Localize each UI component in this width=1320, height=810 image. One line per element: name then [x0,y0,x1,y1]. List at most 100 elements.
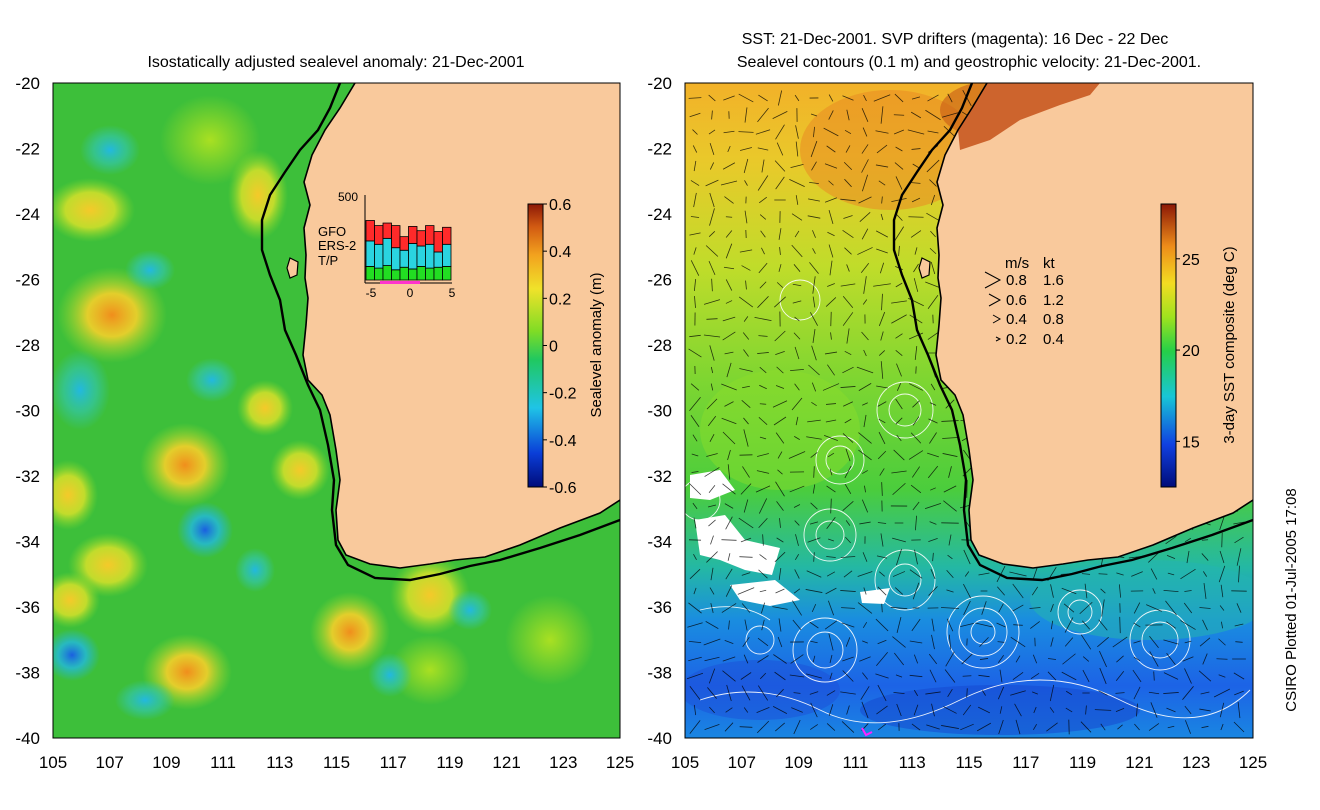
velocity-arrow [708,94,716,102]
velocity-arrow [880,533,884,547]
velocity-arrow [1033,723,1037,731]
velocity-arrow [1118,584,1122,598]
velocity-arrow [774,671,786,681]
velocity-arrow [727,464,731,480]
velocity-arrow [840,386,856,388]
velocity-arrow [880,361,884,379]
velocity-arrow [807,537,821,543]
velocity-arrow [858,449,872,461]
velocity-arrow [709,162,715,170]
inset-period-bar [380,281,420,284]
velocity-arrow [1237,701,1241,719]
velocity-arrow [914,549,918,565]
velocity-arrow [1116,572,1124,576]
inset-legend-ers2: ERS-2 [318,238,356,253]
velocity-arrow [828,244,834,258]
velocity-arrow [723,266,735,270]
velocity-arrow [862,672,868,680]
velocity-arrow [960,723,974,731]
velocity-arrow [724,401,734,407]
velocity-arrow [758,518,768,528]
lon-tick-label: 125 [606,753,634,772]
velocity-arrow [703,334,721,338]
velocity-arrow [1218,674,1226,678]
velocity-arrow [895,417,903,425]
lon-tick-label: 123 [1182,753,1210,772]
velocity-arrow [758,335,768,337]
velocity-arrow [793,692,801,694]
velocity-arrow [997,641,1005,643]
velocity-arrow [727,145,731,153]
velocity-arrow [1166,555,1176,559]
velocity-arrow [877,639,887,645]
inset-bar-ers [365,240,375,267]
velocity-arrow [928,418,938,424]
velocity-arrow [862,299,868,305]
velocity-arrow [792,283,802,287]
velocity-arrow [826,145,836,153]
velocity-arrow [828,94,834,102]
lat-tick-label: -30 [15,402,40,421]
velocity-arrow [862,640,868,644]
velocity-arrow [896,548,902,566]
velocity-arrow [739,556,753,558]
velocity-arrow [982,690,986,696]
velocity-arrow [758,569,768,579]
velocity-arrow [929,432,937,444]
velocity-arrow [846,109,850,121]
velocity-arrow [842,312,854,326]
velocity-arrow [826,571,836,577]
velocity-arrow [794,230,800,238]
velocity-arrow [892,571,906,577]
velocity-arrow [962,704,972,716]
inset-bar-gfo [408,226,418,244]
velocity-arrow [708,519,716,527]
velocity-arrow [706,398,718,410]
colorbar-tick-label: 0.6 [549,197,571,214]
velocity-arrow [794,383,800,391]
velocity-arrow [931,703,935,717]
velocity-arrow [742,466,750,478]
velocity-arrow [708,485,716,493]
velocity-arrow [1184,705,1192,715]
velocity-arrow [721,603,737,613]
lat-tick-label: -34 [15,533,40,552]
velocity-arrow [686,672,704,680]
velocity-arrow [1099,650,1107,668]
velocity-arrow [912,416,920,426]
velocity-arrow [794,553,800,561]
velocity-arrow [1098,619,1108,631]
velocity-arrow [846,705,850,715]
colorbar-tick-label: 25 [1182,252,1200,269]
velocity-arrow [739,249,753,253]
lat-tick-label: -20 [15,74,40,93]
left-panel-title: Isostatically adjusted sealevel anomaly:… [147,54,524,71]
velocity-arrow [757,107,769,123]
velocity-arrow [1166,621,1176,629]
velocity-arrow [754,316,772,322]
velocity-arrow [911,466,921,478]
velocity-arrow [738,517,754,529]
velocity-arrow [688,97,702,99]
colorbar-tick-label: 15 [1182,434,1200,451]
velocity-arrow [762,534,764,546]
velocity-arrow [723,130,735,134]
velocity-arrow [1236,548,1242,566]
velocity-arrow [925,691,941,695]
velocity-arrow [844,129,852,135]
velocity-arrow [910,111,922,119]
inset-bar-tp [425,267,435,281]
velocity-arrow [928,653,938,665]
velocity-arrow [1233,721,1245,733]
velocity-arrow [790,368,804,372]
velocity-arrow [966,688,968,698]
velocity-arrow [844,483,852,495]
velocity-arrow [709,143,715,155]
velocity-arrow [825,419,837,423]
sst-colorbar: 25 20 15 3-day SST composite (deg C) [1160,203,1238,488]
velocity-arrow [1180,620,1196,630]
velocity-arrow [1235,641,1243,643]
velocity-arrow [946,618,954,632]
velocity-arrow [911,182,921,184]
velocity-arrow [828,704,834,716]
